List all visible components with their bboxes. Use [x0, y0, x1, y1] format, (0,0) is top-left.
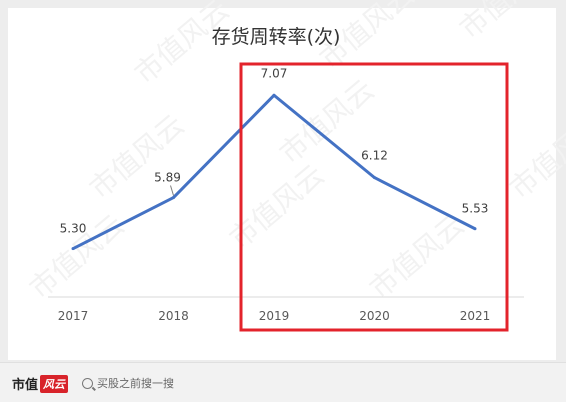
data-point	[373, 176, 376, 180]
x-tick-label: 2021	[460, 309, 491, 323]
x-tick-label: 2020	[359, 309, 390, 323]
watermark-text: 市值风云	[363, 208, 470, 305]
chart-title: 存货周转率(次)	[212, 26, 341, 48]
data-point	[172, 196, 175, 200]
data-label: 5.30	[60, 222, 87, 236]
x-tick-label: 2019	[259, 309, 290, 323]
label-leader-line	[170, 185, 174, 196]
data-label-layer: 5.30 5.89 7.07 6.12 5.53	[60, 66, 489, 235]
brand-text: 市值	[12, 378, 39, 393]
chart-card	[8, 8, 556, 360]
data-label: 5.89	[154, 171, 181, 185]
data-point	[272, 93, 276, 97]
data-point	[71, 247, 75, 251]
x-tick-layer: 2017 2018 2019 2020 2021	[58, 309, 491, 323]
x-tick-label: 2018	[158, 309, 189, 323]
watermark-text: 市值风云	[453, 0, 560, 45]
watermark-text: 市值风云	[83, 108, 190, 205]
footer: 市值 风云 买股之前搜一搜	[0, 362, 566, 402]
watermark-text: 市值风云	[503, 108, 566, 205]
highlight-box	[239, 62, 509, 332]
data-label: 5.53	[462, 202, 489, 216]
brand-badge: 风云	[40, 374, 69, 393]
x-tick-label: 2017	[58, 309, 89, 323]
series-layer	[71, 93, 477, 251]
data-point	[473, 227, 477, 231]
data-label: 6.12	[361, 149, 388, 163]
brand-logo: 市值 风云	[12, 374, 69, 393]
search-box[interactable]: 买股之前搜一搜	[82, 375, 174, 391]
search-text: 买股之前搜一搜	[97, 377, 174, 390]
data-label: 7.07	[261, 66, 288, 80]
watermark-text: 市值风云	[223, 158, 330, 255]
search-icon	[82, 377, 93, 389]
